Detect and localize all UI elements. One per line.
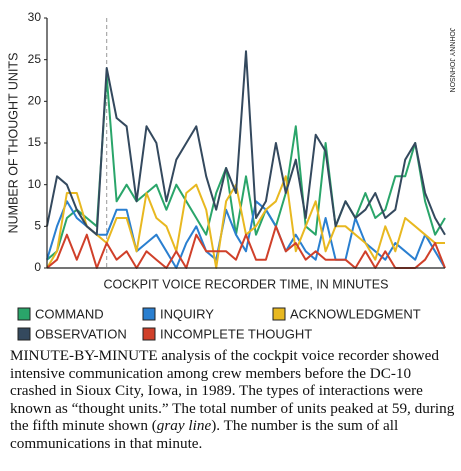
y-tick-label: 15 — [28, 135, 42, 149]
caption-italic: gray line — [156, 417, 212, 435]
legend-label: OBSERVATION — [35, 326, 127, 341]
legend-swatch — [17, 307, 31, 321]
caption-text: ). The number is the sum of all communic… — [10, 417, 399, 452]
y-tick-label: 25 — [28, 52, 42, 66]
legend-label: INCOMPLETE THOUGHT — [160, 326, 312, 341]
legend-label: ACKNOWLEDGMENT — [290, 306, 421, 321]
y-tick-label: 0 — [34, 260, 41, 274]
caption: MINUTE-BY-MINUTE analysis of the cockpit… — [10, 347, 455, 453]
caption-text: MINUTE-BY-MINUTE analysis of the cockpit… — [10, 347, 455, 435]
y-tick-label: 10 — [28, 177, 42, 191]
legend-label: COMMAND — [35, 306, 104, 321]
legend-swatch — [17, 327, 31, 341]
y-tick-label: 30 — [28, 10, 42, 24]
legend-swatch — [142, 307, 156, 321]
credit: JOHNNY JOHNSON — [448, 28, 455, 93]
legend-swatch — [142, 327, 156, 341]
chart: NUMBER OF THOUGHT UNITS COCKPIT VOICE RE… — [6, 10, 455, 341]
y-tick-label: 5 — [34, 219, 41, 233]
legend-label: INQUIRY — [160, 306, 214, 321]
y-axis-label: NUMBER OF THOUGHT UNITS — [6, 53, 20, 234]
y-tick-label: 20 — [28, 94, 42, 108]
series-line — [46, 50, 446, 236]
series-line — [46, 200, 446, 269]
series-line — [46, 225, 446, 269]
series-line — [46, 75, 446, 261]
x-axis-label: COCKPIT VOICE RECORDER TIME, IN MINUTES — [104, 277, 389, 291]
legend-swatch — [272, 307, 286, 321]
